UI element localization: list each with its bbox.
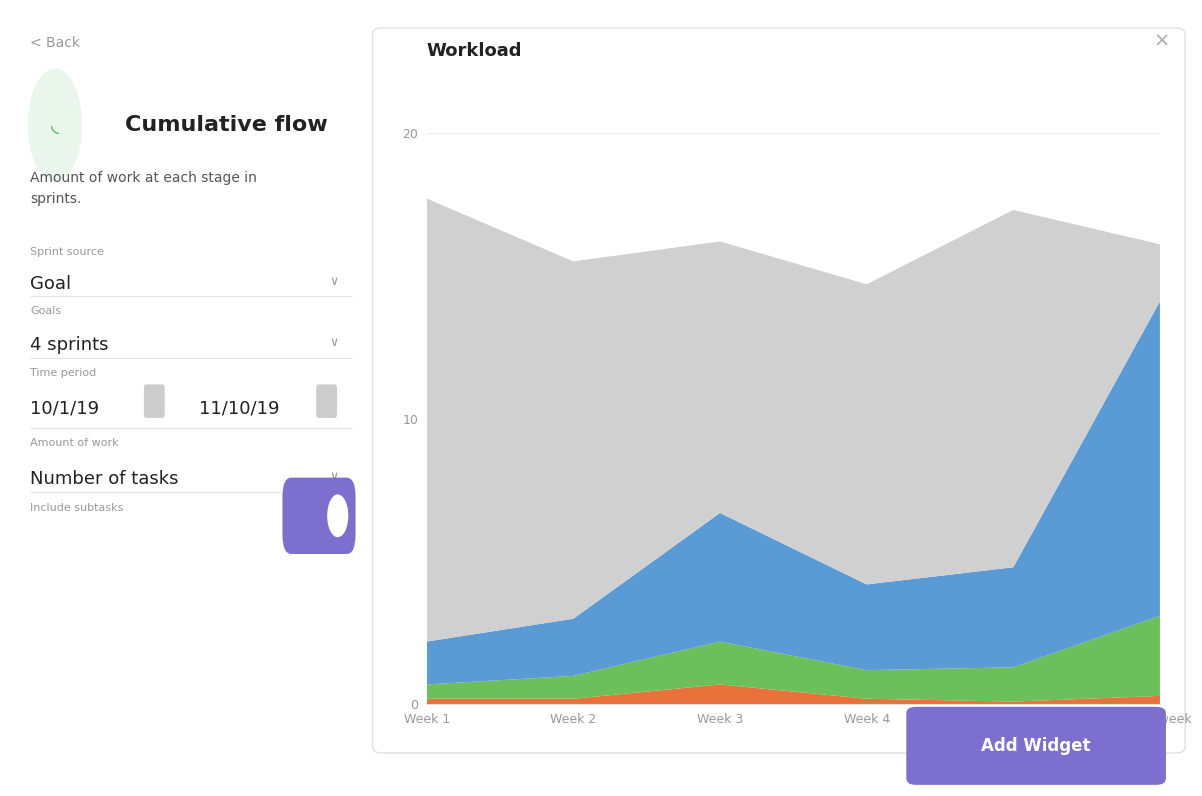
Text: Goals: Goals (30, 306, 61, 316)
Text: < Back: < Back (30, 36, 81, 50)
Text: Add Widget: Add Widget (981, 737, 1091, 755)
Text: Number of tasks: Number of tasks (30, 470, 179, 488)
Text: Amount of work: Amount of work (30, 438, 119, 448)
FancyBboxPatch shape (144, 384, 165, 418)
Text: Time period: Time period (30, 368, 96, 378)
Text: Goal: Goal (30, 275, 71, 293)
Text: ∨: ∨ (329, 336, 339, 349)
Circle shape (328, 495, 347, 537)
Text: ∨: ∨ (329, 275, 339, 287)
FancyBboxPatch shape (316, 384, 337, 418)
Text: 11/10/19: 11/10/19 (198, 400, 279, 418)
Text: 10/1/19: 10/1/19 (30, 400, 100, 418)
Circle shape (29, 69, 82, 181)
Text: Include subtasks: Include subtasks (30, 503, 124, 513)
Text: ◟: ◟ (50, 115, 59, 135)
Text: 4 sprints: 4 sprints (30, 336, 109, 354)
Text: ∨: ∨ (329, 470, 339, 482)
Text: ×: × (1153, 32, 1170, 51)
Text: Sprint source: Sprint source (30, 247, 105, 257)
FancyBboxPatch shape (282, 478, 356, 554)
Text: Cumulative flow: Cumulative flow (125, 115, 328, 135)
Text: Workload: Workload (427, 42, 522, 60)
Text: Amount of work at each stage in
sprints.: Amount of work at each stage in sprints. (30, 171, 257, 205)
